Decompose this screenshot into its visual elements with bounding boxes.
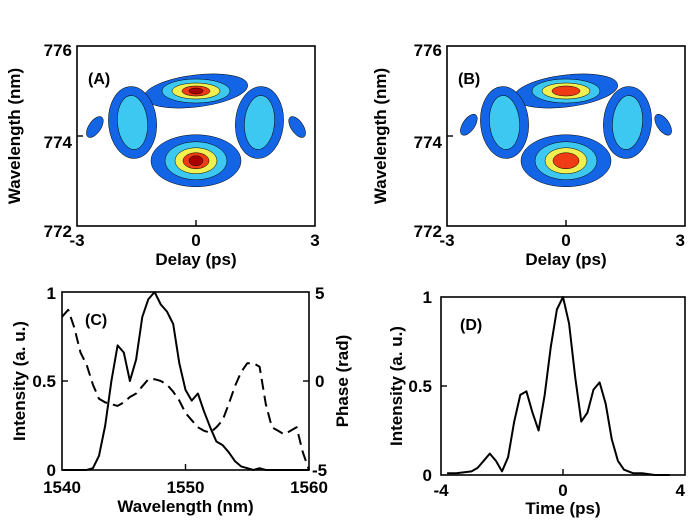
y-tick-label: 774 bbox=[44, 133, 73, 152]
x-axis-label-c: Wavelength (nm) bbox=[117, 497, 253, 516]
x-tick-label: 1560 bbox=[290, 478, 328, 497]
x-tick-label: 3 bbox=[310, 231, 319, 250]
contour-level-4 bbox=[552, 152, 580, 169]
y-tick-label: 0.5 bbox=[32, 372, 56, 391]
contour-level-1 bbox=[288, 116, 306, 138]
y-tick-label: 0.5 bbox=[408, 377, 432, 396]
panel-label-a: (A) bbox=[88, 71, 110, 88]
panel-b: (B) 776 774 772 -3 0 3 Delay (ps) Wavele… bbox=[371, 41, 686, 269]
y-axis-label-b: Wavelength (nm) bbox=[371, 68, 390, 204]
contour-level-1 bbox=[654, 114, 672, 136]
x-tick-label: 0 bbox=[191, 231, 200, 250]
y-tick-label: 772 bbox=[44, 222, 72, 241]
panel-d: (D) 1 0.5 0 -4 0 4 Time (ps) Intensity (… bbox=[387, 288, 686, 518]
y-axis-label-c: Intensity (a. u.) bbox=[10, 321, 29, 441]
contour-level-5 bbox=[188, 155, 204, 166]
contour-plot-a bbox=[86, 73, 306, 187]
x-tick-label: 0 bbox=[561, 231, 570, 250]
intensity-series-line bbox=[447, 296, 670, 476]
x-tick-label: -3 bbox=[439, 231, 454, 250]
y-tick-label: 772 bbox=[414, 222, 442, 241]
x-axis-label-d: Time (ps) bbox=[525, 499, 600, 518]
x-axis-label-a: Delay (ps) bbox=[155, 250, 236, 269]
panel-label-d: (D) bbox=[460, 317, 482, 334]
y-right-tick-label: 5 bbox=[315, 284, 324, 303]
contour-level-1 bbox=[86, 116, 104, 138]
x-tick-label: 3 bbox=[676, 231, 685, 250]
x-axis-label-b: Delay (ps) bbox=[525, 250, 606, 269]
y-right-tick-label: 0 bbox=[315, 372, 324, 391]
y-tick-label: 0 bbox=[47, 461, 56, 480]
intensity-series-line bbox=[62, 291, 309, 471]
y-axis-label-d: Intensity (a. u.) bbox=[387, 326, 406, 446]
y-tick-label: 774 bbox=[414, 133, 443, 152]
contour-level-2 bbox=[612, 95, 643, 150]
x-tick-label: -3 bbox=[69, 231, 84, 250]
contour-level-4 bbox=[551, 85, 581, 97]
line-plot-d bbox=[447, 296, 670, 476]
x-tick-label: -4 bbox=[433, 481, 449, 500]
line-plot-c bbox=[61, 291, 310, 471]
y-right-axis-label-c: Phase (rad) bbox=[333, 335, 352, 428]
panel-label-c: (C) bbox=[85, 312, 107, 329]
x-tick-label: 1550 bbox=[167, 478, 205, 497]
panel-c: (C) 1 0.5 0 5 0 -5 1540 1550 1560 Wavele… bbox=[10, 284, 352, 516]
y-axis-label-a: Wavelength (nm) bbox=[5, 68, 24, 204]
phase-series-line bbox=[61, 308, 310, 471]
y-tick-label: 776 bbox=[44, 41, 72, 60]
contour-level-1 bbox=[460, 114, 478, 136]
y-tick-label: 1 bbox=[423, 288, 432, 307]
x-tick-label: 4 bbox=[676, 481, 686, 500]
contour-level-2 bbox=[117, 95, 148, 150]
x-tick-label: 0 bbox=[558, 481, 567, 500]
contour-level-2 bbox=[244, 95, 275, 150]
y-right-tick-label: -5 bbox=[312, 461, 327, 480]
y-tick-label: 1 bbox=[47, 284, 56, 303]
y-tick-label: 0 bbox=[423, 466, 432, 485]
panel-a: (A) 776 774 772 -3 0 3 Delay (ps) Wavele… bbox=[5, 41, 320, 269]
contour-level-5 bbox=[188, 87, 204, 95]
x-tick-label: 1540 bbox=[43, 478, 81, 497]
y-tick-label: 776 bbox=[414, 41, 442, 60]
panel-label-b: (B) bbox=[458, 71, 480, 88]
contour-level-2 bbox=[489, 95, 520, 150]
contour-plot-b bbox=[460, 73, 672, 187]
